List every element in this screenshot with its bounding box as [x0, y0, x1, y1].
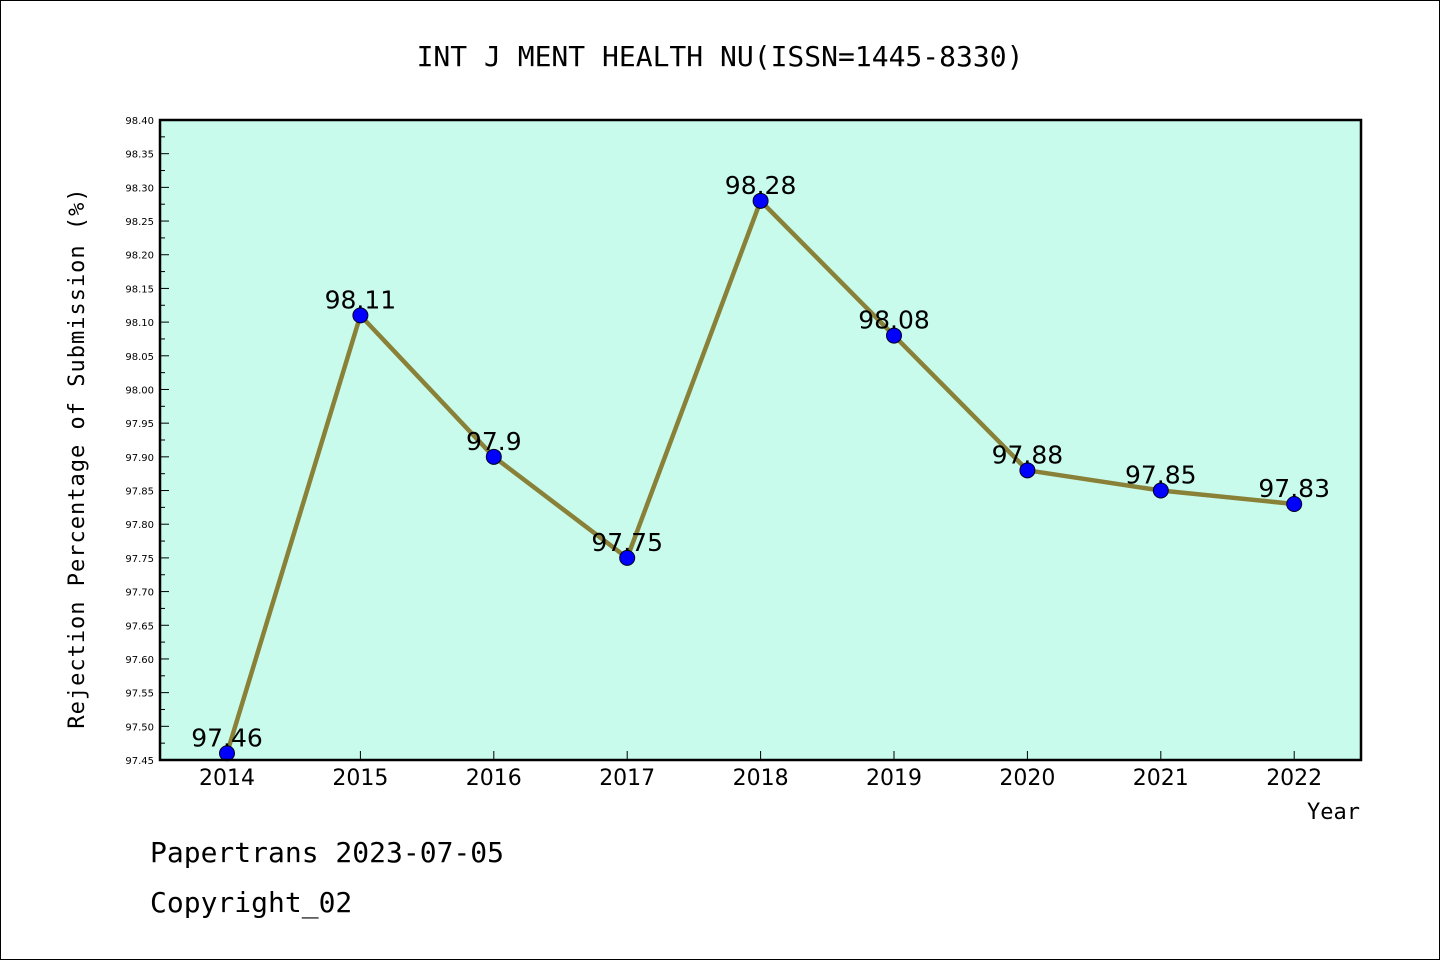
data-label: 97.75 — [591, 528, 663, 557]
y-tick-label: 98.35 — [125, 150, 154, 161]
y-axis-label: Rejection Percentage of Submission (%) — [65, 187, 90, 728]
footer-date: Papertrans 2023-07-05 — [150, 836, 505, 869]
footer-copyright: Copyright_02 — [150, 886, 353, 919]
x-tick-label: 2016 — [466, 766, 522, 791]
x-tick-label: 2017 — [599, 766, 655, 791]
y-tick-label: 98.15 — [125, 284, 154, 295]
y-axis: 97.45 97.50 97.55 97.60 97.65 97.70 97.75 97.80… — [125, 116, 169, 767]
y-tick-label: 98.05 — [125, 352, 154, 363]
data-label: 97.46 — [191, 723, 263, 752]
y-tick-label: 98.40 — [125, 116, 154, 127]
data-label: 98.11 — [325, 285, 397, 314]
x-tick-label: 2020 — [999, 766, 1055, 791]
data-point — [619, 549, 636, 566]
y-tick-label: 98.20 — [125, 251, 154, 262]
data-label: 98.28 — [725, 171, 797, 200]
data-point — [352, 307, 369, 324]
y-tick-label: 98.00 — [125, 385, 154, 396]
y-tick-label: 97.60 — [125, 655, 154, 666]
data-label: 98.08 — [858, 306, 930, 335]
y-tick-label: 97.90 — [125, 453, 154, 464]
data-label: 97.9 — [466, 427, 522, 456]
y-tick-label: 97.70 — [125, 588, 154, 599]
data-label: 97.83 — [1258, 474, 1330, 503]
plot-area — [160, 120, 1361, 760]
data-point — [886, 327, 902, 344]
y-tick-label: 97.95 — [125, 419, 154, 430]
chart-title: INT J MENT HEALTH NU(ISSN=1445-8330) — [417, 40, 1024, 73]
x-tick-label: 2021 — [1133, 766, 1189, 791]
y-tick-label: 97.45 — [125, 756, 154, 767]
y-tick-label: 98.30 — [125, 183, 154, 194]
plot-border — [158, 118, 1363, 762]
x-tick-label: 2014 — [199, 766, 255, 791]
series-line-group: 97.46 98.11 97.9 97.75 98.28 98.08 97.88 97.85 9… — [191, 171, 1330, 762]
x-tick-label: 2019 — [866, 766, 922, 791]
y-tick-label: 97.65 — [125, 621, 154, 632]
y-tick-label: 97.80 — [125, 520, 154, 531]
y-tick-label: 98.10 — [125, 318, 154, 329]
y-tick-label: 98.25 — [125, 217, 154, 228]
x-axis-label: Year — [1307, 800, 1360, 825]
x-tick-label: 2015 — [332, 766, 388, 791]
data-point — [752, 192, 769, 209]
data-label: 97.85 — [1125, 461, 1197, 490]
x-axis: 2014 2015 2016 2017 2018 2019 2020 2021 2022 — [199, 751, 1322, 791]
data-point — [1286, 496, 1303, 512]
x-tick-label: 2018 — [733, 766, 789, 791]
data-point — [1152, 482, 1169, 499]
y-tick-label: 97.50 — [125, 722, 154, 733]
data-point — [1019, 462, 1036, 479]
x-tick-label: 2022 — [1266, 766, 1322, 791]
y-tick-label: 97.55 — [125, 689, 154, 700]
data-point — [485, 448, 502, 465]
y-tick-label: 97.75 — [125, 554, 154, 565]
data-label: 97.88 — [992, 440, 1064, 469]
y-tick-label: 97.85 — [125, 487, 154, 498]
